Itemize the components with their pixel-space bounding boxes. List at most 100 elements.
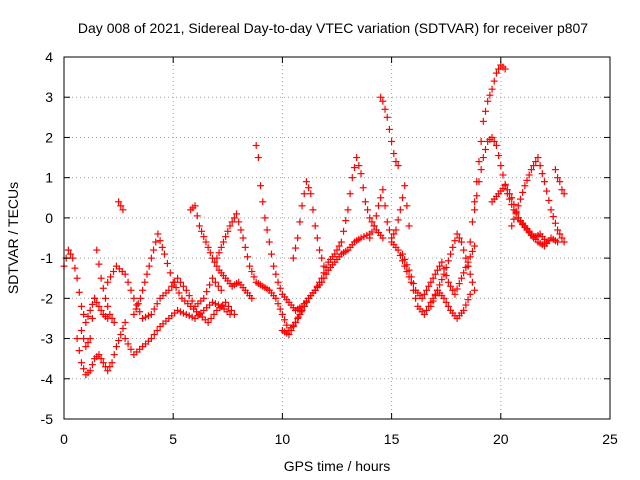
data-point-marker (392, 226, 400, 234)
data-point-marker (302, 178, 310, 186)
data-point-marker (153, 327, 161, 335)
data-point-marker (547, 206, 555, 214)
data-point-marker (121, 318, 129, 326)
y-tick-label: -4 (41, 371, 54, 387)
axis-ticks: 0 5 10 15 20 25 -5 -4 -3 -2 -1 0 1 2 3 4 (41, 49, 618, 447)
data-point-marker (230, 310, 238, 318)
data-point-marker (466, 238, 474, 246)
data-point-marker (222, 298, 230, 306)
data-point-marker (442, 263, 450, 271)
data-point-marker (227, 306, 235, 314)
data-point-marker (401, 182, 409, 190)
data-point-marker (211, 258, 219, 266)
data-point-marker (141, 278, 149, 286)
data-point-marker (381, 202, 389, 210)
data-point-marker (460, 269, 468, 277)
data-point-marker (466, 270, 474, 278)
data-point-marker (88, 300, 96, 308)
data-point-marker (366, 214, 374, 222)
data-point-marker (185, 292, 193, 300)
data-point-marker (409, 280, 417, 288)
data-point-marker (490, 137, 498, 145)
data-point-marker (405, 222, 413, 230)
data-point-marker (213, 254, 221, 262)
data-point-marker (433, 266, 441, 274)
data-point-marker (318, 254, 326, 262)
data-point-marker (429, 297, 437, 305)
data-point-marker (296, 218, 304, 226)
data-point-marker (136, 294, 144, 302)
data-point-marker (442, 298, 450, 306)
data-point-marker (316, 246, 324, 254)
data-point-marker (412, 294, 420, 302)
data-point-marker (460, 306, 468, 314)
data-point-marker (390, 230, 398, 238)
data-point-marker (512, 209, 520, 217)
data-point-marker (104, 278, 112, 286)
data-point-marker (203, 288, 211, 296)
data-point-marker (514, 202, 522, 210)
data-point-marker (127, 345, 135, 353)
data-points (60, 61, 568, 379)
data-point-marker (228, 218, 236, 226)
data-point-marker (530, 162, 538, 170)
data-point-marker (444, 278, 452, 286)
data-point-marker (551, 166, 559, 174)
data-point-marker (248, 294, 256, 302)
data-point-marker (110, 318, 118, 326)
data-point-marker (239, 234, 247, 242)
data-point-marker (136, 308, 144, 316)
data-point-marker (383, 113, 391, 121)
data-point-marker (510, 215, 518, 223)
data-point-marker (549, 213, 557, 221)
data-point-marker (298, 306, 306, 314)
data-point-marker (455, 280, 463, 288)
data-point-marker (289, 254, 297, 262)
data-point-marker (106, 310, 114, 318)
data-point-marker (560, 190, 568, 198)
data-point-marker (545, 196, 553, 204)
data-point-marker (213, 262, 221, 270)
data-point-marker (495, 152, 503, 160)
data-point-marker (117, 331, 125, 339)
data-point-marker (147, 310, 155, 318)
x-tick-label: 25 (602, 431, 618, 447)
data-point-marker (346, 190, 354, 198)
data-point-marker (394, 162, 402, 170)
data-point-marker (468, 247, 476, 255)
data-point-marker (276, 305, 284, 313)
data-point-marker (307, 190, 315, 198)
x-tick-label: 10 (275, 431, 291, 447)
data-point-marker (433, 286, 441, 294)
data-point-marker (300, 190, 308, 198)
data-point-marker (86, 306, 94, 314)
data-point-marker (479, 154, 487, 162)
data-point-marker (84, 339, 92, 347)
data-point-marker (172, 284, 180, 292)
data-point-marker (99, 284, 107, 292)
data-point-marker (420, 310, 428, 318)
data-point-marker (152, 238, 160, 246)
data-point-marker (350, 164, 358, 172)
data-point-marker (536, 162, 544, 170)
data-point-marker (174, 274, 182, 282)
data-point-marker (93, 246, 101, 254)
data-point-marker (272, 294, 280, 302)
data-point-marker (503, 186, 511, 194)
data-point-marker (211, 278, 219, 286)
data-point-marker (206, 249, 214, 257)
data-point-marker (438, 276, 446, 284)
data-point-marker (453, 285, 461, 293)
data-point-marker (108, 359, 116, 367)
data-point-marker (115, 337, 123, 345)
data-point-marker (560, 238, 568, 246)
data-point-marker (501, 182, 509, 190)
data-point-marker (516, 195, 524, 203)
data-point-marker (527, 166, 535, 174)
data-point-marker (86, 335, 94, 343)
data-point-marker (427, 278, 435, 286)
data-point-marker (379, 234, 387, 242)
data-point-marker (106, 363, 114, 371)
data-point-marker (265, 238, 273, 246)
data-point-marker (427, 302, 435, 310)
